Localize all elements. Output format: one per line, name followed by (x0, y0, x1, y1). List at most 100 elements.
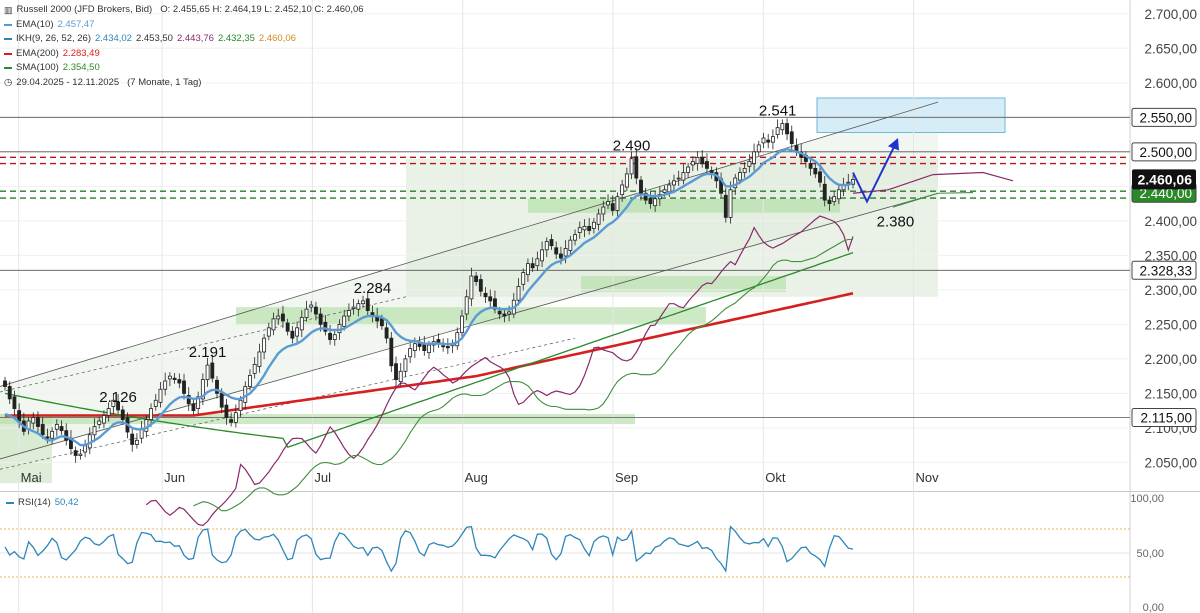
candle-body-130 (615, 196, 620, 211)
candle-43 (205, 357, 210, 387)
sma100-label: SMA(100) (16, 62, 59, 73)
candle-body-88 (417, 343, 422, 347)
candle-body-162 (766, 139, 771, 143)
candle-body-134 (634, 156, 639, 179)
candle-body-149 (705, 161, 709, 169)
legend-ikh[interactable]: IKH(9, 26, 52, 26) 2.434,02 2.453,50 2.4… (4, 32, 364, 47)
y-tick-label-0: 2.050,00 (1144, 455, 1197, 470)
sma100-value: 2.354,50 (62, 62, 100, 73)
candle-37 (177, 373, 182, 389)
candle-133 (629, 151, 634, 180)
legend-sma100[interactable]: SMA(100) 2.354,50 (4, 61, 364, 76)
candle-body-80 (379, 318, 384, 327)
candle-body-43 (205, 364, 210, 380)
legend-ema10[interactable]: EMA(10) 2.457,47 (4, 18, 364, 33)
legend-title-row: ▥ Russell 2000 (JFD Brokers, Bid) O: 2.4… (4, 3, 364, 18)
price-badge-box-1 (1131, 142, 1197, 162)
candle-101 (478, 274, 483, 297)
candle-body-31 (149, 408, 153, 421)
rsi-line (4, 525, 854, 573)
candle-99 (469, 267, 474, 307)
candle-body-173 (818, 171, 822, 183)
ema10-line (4, 147, 854, 447)
candle-8 (40, 417, 45, 439)
candle-body-112 (530, 263, 535, 269)
candle-63 (299, 310, 304, 338)
candle-115 (544, 237, 549, 258)
candle-85 (403, 354, 408, 377)
chart-legend: ▥ Russell 2000 (JFD Brokers, Bid) O: 2.4… (4, 3, 364, 90)
candle-132 (624, 167, 629, 192)
candle-54 (257, 343, 262, 373)
candle-34 (163, 372, 168, 396)
candle-body-50 (238, 399, 243, 412)
candle-body-121 (573, 234, 577, 241)
candle-body-150 (709, 170, 714, 173)
candle-body-177 (836, 189, 841, 200)
y-tick-label-11: 2.600,00 (1144, 76, 1197, 91)
price-badge-4: 2.115,00 (1131, 408, 1197, 428)
legend-range: ◷ 29.04.2025 - 12.11.2025 (7 Monate, 1 T… (4, 76, 364, 91)
candle-83 (394, 356, 398, 387)
candle-body-34 (163, 380, 168, 390)
ikh-lagging-line (193, 238, 853, 512)
candle-36 (172, 373, 177, 384)
ema10-label: EMA(10) (16, 18, 54, 30)
candle-body-116 (549, 239, 554, 247)
ema10-swatch (4, 23, 12, 26)
candle-127 (601, 200, 606, 222)
candle-109 (516, 278, 521, 306)
candle-49 (233, 404, 238, 428)
candle-65 (309, 300, 314, 313)
candle-60 (285, 318, 290, 336)
candle-body-23 (111, 399, 116, 407)
candle-body-40 (191, 403, 196, 412)
candle-100 (474, 271, 479, 286)
candle-body-131 (620, 184, 625, 196)
candle-147 (695, 151, 700, 171)
candle-body-49 (233, 412, 238, 423)
candle-body-70 (332, 334, 337, 340)
candle-body-147 (695, 156, 700, 164)
y-tick-label-6: 2.350,00 (1144, 248, 1197, 263)
candle-body-7 (36, 417, 40, 427)
candle-body-129 (610, 203, 615, 211)
candle-38 (182, 373, 186, 400)
candle-116 (549, 234, 554, 250)
ema200-value: 2.283,49 (62, 47, 100, 59)
x-month-label-1: Jun (164, 470, 185, 485)
candle-173 (818, 164, 822, 188)
candle-76 (361, 295, 365, 308)
rsi-swatch (6, 501, 14, 504)
candle-body-2 (12, 396, 17, 409)
candle-body-115 (544, 241, 549, 251)
target-box (816, 97, 1006, 134)
candle-166 (785, 118, 789, 141)
candle-47 (224, 398, 229, 425)
candle-body-1 (7, 386, 12, 400)
candle-84 (398, 363, 403, 386)
rsi-legend[interactable]: RSI(14) 50,42 (6, 497, 79, 508)
legend-ema200[interactable]: EMA(200) 2.283,49 (4, 47, 364, 62)
candle-body-132 (624, 173, 629, 188)
candle-body-8 (40, 424, 45, 436)
candle-145 (686, 162, 691, 178)
candle-122 (577, 221, 582, 239)
candle-body-36 (172, 377, 177, 380)
candle-body-179 (846, 181, 851, 184)
consolidation-box (406, 158, 938, 297)
candle-body-99 (469, 275, 474, 300)
candle-body-109 (516, 286, 521, 301)
candle-0 (3, 376, 7, 391)
candle-body-28 (134, 439, 139, 445)
candle-102 (483, 287, 488, 303)
peak-label-0: 2.126 (99, 389, 137, 406)
candle-body-60 (285, 322, 290, 332)
candle-body-156 (738, 172, 742, 181)
candle-74 (351, 298, 356, 315)
candle-body-144 (681, 172, 686, 181)
candle-body-47 (224, 404, 229, 418)
ema200-swatch (4, 52, 12, 55)
candle-body-175 (827, 199, 832, 204)
x-month-label-6: Nov (916, 470, 940, 485)
